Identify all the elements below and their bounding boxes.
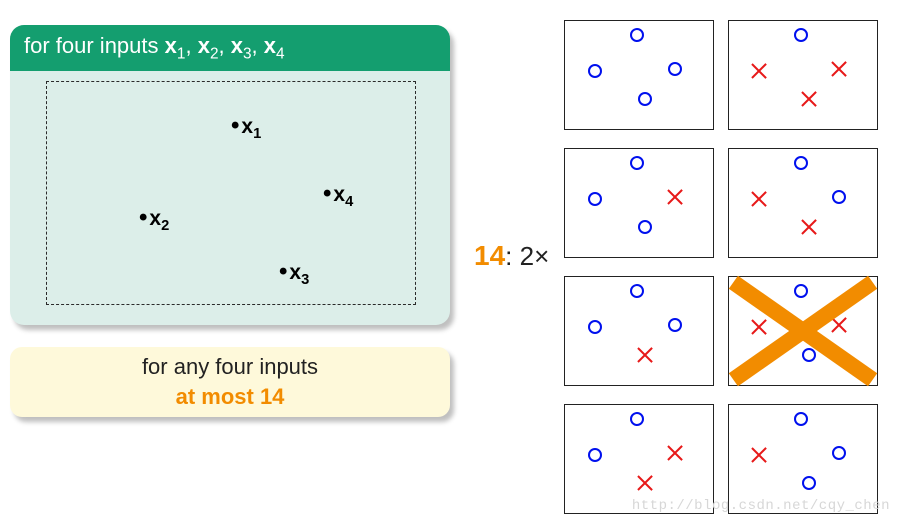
watermark: http://blog.csdn.net/cqy_chen	[632, 498, 890, 514]
circle-marker	[832, 190, 846, 204]
circle-marker	[630, 156, 644, 170]
point-x3: x3	[279, 258, 309, 288]
circle-marker	[668, 62, 682, 76]
cross-marker	[750, 62, 768, 80]
circle-marker	[588, 448, 602, 462]
header-prefix: for four inputs	[24, 33, 165, 58]
grid-cell	[564, 148, 714, 258]
mid-label: 14: 2×	[474, 240, 549, 272]
circle-marker	[588, 64, 602, 78]
grid-cell	[728, 20, 878, 130]
green-header: for four inputs x1, x2, x3, x4	[10, 25, 450, 71]
yellow-line2: at most 14	[10, 382, 450, 412]
dashed-box: x1 x4 x2 x3	[46, 81, 416, 305]
cross-marker	[830, 316, 848, 334]
cross-marker	[636, 346, 654, 364]
point-x2: x2	[139, 204, 169, 234]
cross-marker	[750, 318, 768, 336]
circle-marker	[794, 156, 808, 170]
grid-cell	[564, 20, 714, 130]
grid-cell	[728, 276, 878, 386]
grid-cell	[564, 276, 714, 386]
cross-marker	[830, 60, 848, 78]
point-x1: x1	[231, 112, 261, 142]
left-column: for four inputs x1, x2, x3, x4 x1 x4 x2 …	[10, 25, 450, 417]
cross-marker	[666, 444, 684, 462]
cross-marker	[666, 188, 684, 206]
cross-marker	[750, 190, 768, 208]
circle-marker	[794, 28, 808, 42]
circle-marker	[668, 318, 682, 332]
point-x4: x4	[323, 180, 353, 210]
circle-marker	[794, 412, 808, 426]
green-card: for four inputs x1, x2, x3, x4 x1 x4 x2 …	[10, 25, 450, 325]
circle-marker	[802, 348, 816, 362]
circle-marker	[630, 284, 644, 298]
circle-marker	[588, 192, 602, 206]
circle-marker	[630, 412, 644, 426]
cross-marker	[800, 218, 818, 236]
cross-marker	[636, 474, 654, 492]
grid-cell	[728, 148, 878, 258]
cross-marker	[750, 446, 768, 464]
circle-marker	[638, 220, 652, 234]
circle-marker	[630, 28, 644, 42]
circle-marker	[802, 476, 816, 490]
circle-marker	[588, 320, 602, 334]
cross-marker	[800, 90, 818, 108]
circle-marker	[794, 284, 808, 298]
circle-marker	[638, 92, 652, 106]
circle-marker	[832, 446, 846, 460]
yellow-card: for any four inputs at most 14	[10, 347, 450, 417]
yellow-line1: for any four inputs	[10, 352, 450, 382]
dichotomy-grid	[564, 20, 878, 514]
